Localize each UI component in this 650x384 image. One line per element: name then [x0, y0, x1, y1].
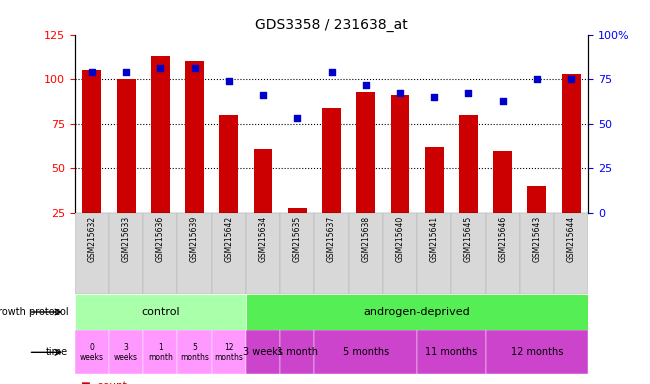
- Point: [566, 76, 577, 82]
- Text: 11 months: 11 months: [425, 347, 478, 358]
- Bar: [459, 115, 478, 213]
- Bar: [83, 70, 101, 213]
- Bar: [315, 213, 348, 294]
- Bar: [75, 330, 109, 374]
- Text: GSM215640: GSM215640: [395, 215, 404, 262]
- Text: GSM215638: GSM215638: [361, 215, 370, 262]
- Bar: [280, 330, 315, 374]
- Bar: [246, 294, 588, 330]
- Bar: [528, 186, 546, 213]
- Text: 1 month: 1 month: [277, 347, 318, 358]
- Bar: [383, 213, 417, 294]
- Text: 3
weeks: 3 weeks: [114, 343, 138, 362]
- Point: [224, 78, 234, 84]
- Point: [361, 81, 371, 88]
- Text: 3 weeks: 3 weeks: [243, 347, 283, 358]
- Bar: [143, 213, 177, 294]
- Text: GSM215639: GSM215639: [190, 215, 199, 262]
- Bar: [117, 79, 135, 213]
- Point: [395, 90, 405, 96]
- Bar: [356, 92, 375, 213]
- Bar: [246, 213, 280, 294]
- Text: 1
month: 1 month: [148, 343, 173, 362]
- Bar: [254, 149, 272, 213]
- Bar: [143, 330, 177, 374]
- Text: GSM215633: GSM215633: [122, 215, 131, 262]
- Point: [86, 69, 97, 75]
- Bar: [315, 330, 417, 374]
- Text: 0
weeks: 0 weeks: [80, 343, 104, 362]
- Text: growth protocol: growth protocol: [0, 307, 68, 317]
- Bar: [417, 213, 451, 294]
- Bar: [348, 213, 383, 294]
- Bar: [486, 330, 588, 374]
- Point: [189, 65, 200, 71]
- Point: [292, 116, 302, 122]
- Bar: [391, 95, 410, 213]
- Bar: [220, 115, 238, 213]
- Bar: [75, 294, 246, 330]
- Text: androgen-deprived: androgen-deprived: [364, 307, 471, 317]
- Text: GSM215637: GSM215637: [327, 215, 336, 262]
- Text: GSM215641: GSM215641: [430, 215, 439, 262]
- Text: GSM215644: GSM215644: [567, 215, 576, 262]
- Bar: [177, 330, 212, 374]
- Point: [463, 90, 474, 96]
- Text: GSM215645: GSM215645: [464, 215, 473, 262]
- Bar: [562, 74, 580, 213]
- Bar: [151, 56, 170, 213]
- Bar: [554, 213, 588, 294]
- Text: GSM215636: GSM215636: [156, 215, 165, 262]
- Bar: [280, 213, 315, 294]
- Bar: [212, 330, 246, 374]
- Bar: [417, 330, 486, 374]
- Text: GSM215632: GSM215632: [87, 215, 96, 262]
- Bar: [493, 151, 512, 213]
- Point: [258, 92, 268, 98]
- Bar: [75, 213, 109, 294]
- Point: [532, 76, 542, 82]
- Text: time: time: [46, 347, 68, 358]
- Text: GSM215634: GSM215634: [259, 215, 268, 262]
- Text: GSM215635: GSM215635: [292, 215, 302, 262]
- Bar: [109, 213, 143, 294]
- Text: ■  count: ■ count: [81, 381, 127, 384]
- Bar: [185, 61, 204, 213]
- Bar: [520, 213, 554, 294]
- Point: [121, 69, 131, 75]
- Point: [497, 98, 508, 104]
- Bar: [109, 330, 143, 374]
- Bar: [288, 208, 307, 213]
- Bar: [322, 108, 341, 213]
- Bar: [451, 213, 486, 294]
- Bar: [246, 330, 280, 374]
- Bar: [177, 213, 212, 294]
- Title: GDS3358 / 231638_at: GDS3358 / 231638_at: [255, 18, 408, 32]
- Text: 12
months: 12 months: [214, 343, 243, 362]
- Text: control: control: [141, 307, 179, 317]
- Point: [155, 65, 166, 71]
- Text: 5
months: 5 months: [180, 343, 209, 362]
- Bar: [212, 213, 246, 294]
- Bar: [486, 213, 520, 294]
- Point: [326, 69, 337, 75]
- Bar: [425, 147, 443, 213]
- Text: 5 months: 5 months: [343, 347, 389, 358]
- Text: GSM215642: GSM215642: [224, 215, 233, 262]
- Text: GSM215646: GSM215646: [498, 215, 507, 262]
- Text: GSM215643: GSM215643: [532, 215, 541, 262]
- Point: [429, 94, 439, 100]
- Text: 12 months: 12 months: [511, 347, 563, 358]
